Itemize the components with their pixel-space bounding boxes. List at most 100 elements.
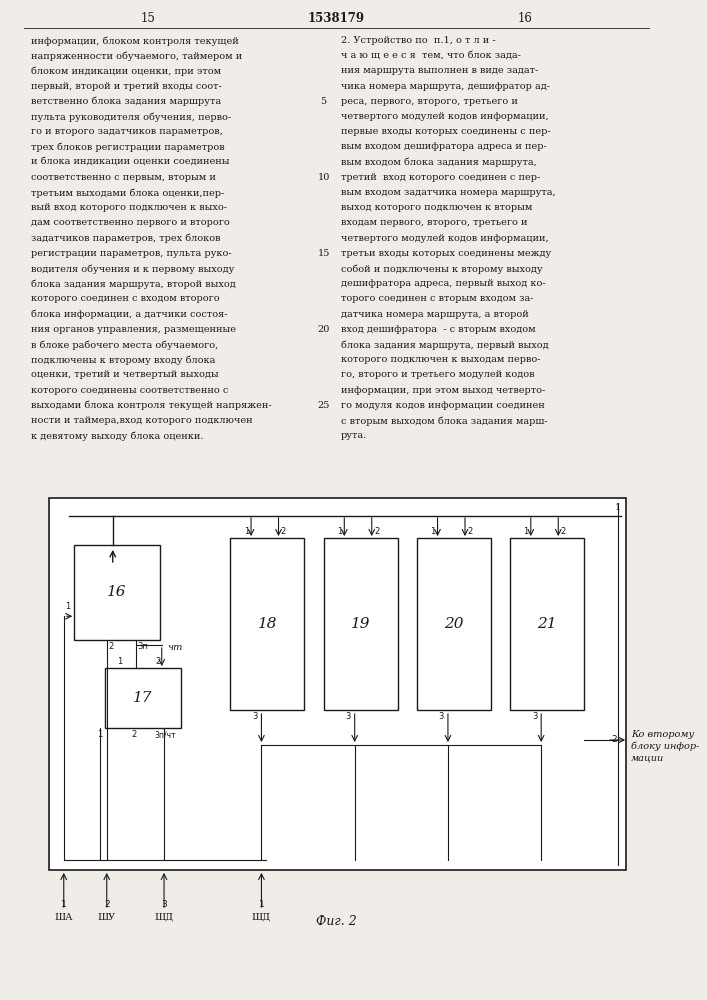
Text: 25: 25 (317, 401, 329, 410)
Text: ШД: ШД (155, 913, 174, 922)
Text: 1: 1 (337, 527, 342, 536)
Text: 3: 3 (252, 712, 257, 721)
Bar (510, 538, 584, 710)
Bar (49, 498, 626, 870)
Text: го, второго и третьего модулей кодов: го, второго и третьего модулей кодов (341, 370, 534, 379)
Text: ния органов управления, размещенные: ния органов управления, размещенные (31, 325, 236, 334)
Text: вым входом блока задания маршрута,: вым входом блока задания маршрута, (341, 158, 537, 167)
Bar (105, 668, 181, 728)
Text: 1: 1 (65, 602, 71, 611)
Text: 2: 2 (561, 527, 566, 536)
Text: 20: 20 (444, 617, 464, 631)
Text: пульта руководителя обучения, перво-: пульта руководителя обучения, перво- (31, 112, 231, 121)
Text: ША: ША (54, 913, 73, 922)
Text: 2: 2 (374, 527, 379, 536)
Text: которого соединен с входом второго: которого соединен с входом второго (31, 294, 220, 303)
Text: го и второго задатчиков параметров,: го и второго задатчиков параметров, (31, 127, 223, 136)
Text: дешифратора адреса, первый выход ко-: дешифратора адреса, первый выход ко- (341, 279, 545, 288)
Text: которого соединены соответственно с: которого соединены соответственно с (31, 386, 229, 395)
Text: задатчиков параметров, трех блоков: задатчиков параметров, трех блоков (31, 234, 221, 243)
Text: вым входом задатчика номера маршрута,: вым входом задатчика номера маршрута, (341, 188, 555, 197)
Text: третьим выходами блока оценки,пер-: третьим выходами блока оценки,пер- (31, 188, 225, 198)
Text: датчика номера маршрута, а второй: датчика номера маршрута, а второй (341, 310, 528, 319)
Text: 18: 18 (257, 617, 277, 631)
Text: вым входом дешифратора адреса и пер-: вым входом дешифратора адреса и пер- (341, 142, 547, 151)
Text: чт: чт (168, 643, 183, 652)
Text: дам соответственно первого и второго: дам соответственно первого и второго (31, 218, 230, 227)
Text: 2: 2 (131, 730, 136, 739)
Text: 3п/чт: 3п/чт (154, 730, 176, 739)
Text: 3: 3 (345, 712, 351, 721)
Text: информации, блоком контроля текущей: информации, блоком контроля текущей (31, 36, 239, 45)
Text: 20: 20 (317, 325, 329, 334)
Text: 15: 15 (317, 249, 329, 258)
Text: 3: 3 (161, 900, 167, 909)
Text: соответственно с первым, вторым и: соответственно с первым, вторым и (31, 173, 216, 182)
Text: к девятому выходу блока оценки.: к девятому выходу блока оценки. (31, 431, 204, 441)
Bar (416, 538, 491, 710)
Text: блоком индикации оценки, при этом: блоком индикации оценки, при этом (31, 66, 221, 76)
Text: 16: 16 (107, 585, 127, 599)
Text: блока задания маршрута, второй выход: блока задания маршрута, второй выход (31, 279, 236, 289)
Text: и блока индикации оценки соединены: и блока индикации оценки соединены (31, 158, 230, 167)
Text: 1: 1 (259, 900, 264, 909)
Text: ШД: ШД (252, 913, 271, 922)
Text: ния маршрута выполнен в виде задат-: ния маршрута выполнен в виде задат- (341, 66, 538, 75)
Text: собой и подключены к второму выходу: собой и подключены к второму выходу (341, 264, 542, 273)
Text: 2: 2 (109, 642, 114, 651)
Text: 2: 2 (104, 900, 110, 909)
Text: первые входы которых соединены с пер-: первые входы которых соединены с пер- (341, 127, 550, 136)
Text: 10: 10 (317, 173, 329, 182)
Bar (230, 538, 305, 710)
Text: первый, второй и третий входы соот-: первый, второй и третий входы соот- (31, 82, 222, 91)
Text: регистрации параметров, пульта руко-: регистрации параметров, пульта руко- (31, 249, 232, 258)
Bar (74, 545, 160, 640)
Text: торого соединен с вторым входом за-: торого соединен с вторым входом за- (341, 294, 533, 303)
Text: 3п: 3п (137, 642, 148, 651)
Text: 1: 1 (117, 657, 122, 666)
Text: вход дешифратора  - с вторым входом: вход дешифратора - с вторым входом (341, 325, 535, 334)
Text: 1: 1 (98, 730, 103, 739)
Text: ветственно блока задания маршрута: ветственно блока задания маршрута (31, 97, 221, 106)
Text: водителя обучения и к первому выходу: водителя обучения и к первому выходу (31, 264, 235, 273)
Text: 1: 1 (244, 527, 249, 536)
Text: 1: 1 (430, 527, 436, 536)
Text: 21: 21 (537, 617, 557, 631)
Text: третий  вход которого соединен с пер-: третий вход которого соединен с пер- (341, 173, 540, 182)
Text: 1: 1 (523, 527, 529, 536)
Text: с вторым выходом блока задания марш-: с вторым выходом блока задания марш- (341, 416, 547, 426)
Text: в блоке рабочего места обучаемого,: в блоке рабочего места обучаемого, (31, 340, 218, 350)
Text: 3: 3 (532, 712, 537, 721)
Text: 16: 16 (518, 12, 532, 25)
Text: блока информации, а датчики состоя-: блока информации, а датчики состоя- (31, 310, 228, 319)
Text: информации, при этом выход четверто-: информации, при этом выход четверто- (341, 386, 545, 395)
Text: чика номера маршрута, дешифратор ад-: чика номера маршрута, дешифратор ад- (341, 82, 549, 91)
Text: оценки, третий и четвертый выходы: оценки, третий и четвертый выходы (31, 370, 219, 379)
Text: входам первого, второго, третьего и: входам первого, второго, третьего и (341, 218, 527, 227)
Text: 1: 1 (61, 900, 66, 909)
Text: ШУ: ШУ (98, 913, 116, 922)
Text: рута.: рута. (341, 431, 367, 440)
Bar (324, 538, 398, 710)
Text: 2: 2 (281, 527, 286, 536)
Text: ности и таймера,вход которого подключен: ности и таймера,вход которого подключен (31, 416, 253, 425)
Text: блока задания маршрута, первый выход: блока задания маршрута, первый выход (341, 340, 548, 350)
Text: 3: 3 (438, 712, 444, 721)
Text: го модуля кодов информации соединен: го модуля кодов информации соединен (341, 401, 544, 410)
Text: 5: 5 (320, 97, 327, 106)
Text: 2. Устройство по  п.1, о т л и -: 2. Устройство по п.1, о т л и - (341, 36, 496, 45)
Text: напряженности обучаемого, таймером и: напряженности обучаемого, таймером и (31, 51, 243, 61)
Text: четвертого модулей кодов информации,: четвертого модулей кодов информации, (341, 112, 548, 121)
Text: 2: 2 (467, 527, 472, 536)
Text: 15: 15 (141, 12, 156, 25)
Text: Фиг. 2: Фиг. 2 (316, 915, 357, 928)
Text: трех блоков регистрации параметров: трех блоков регистрации параметров (31, 142, 225, 152)
Text: выходами блока контроля текущей напряжен-: выходами блока контроля текущей напряжен… (31, 401, 272, 410)
Text: 2: 2 (156, 657, 160, 666)
Text: 2: 2 (611, 736, 617, 744)
Text: Ко второму
блоку инфор-
мации: Ко второму блоку инфор- мации (631, 730, 699, 762)
Text: вый вход которого подключен к выхо-: вый вход которого подключен к выхо- (31, 203, 228, 212)
Text: 1538179: 1538179 (308, 12, 365, 25)
Text: реса, первого, второго, третьего и: реса, первого, второго, третьего и (341, 97, 518, 106)
Text: 17: 17 (133, 691, 153, 705)
